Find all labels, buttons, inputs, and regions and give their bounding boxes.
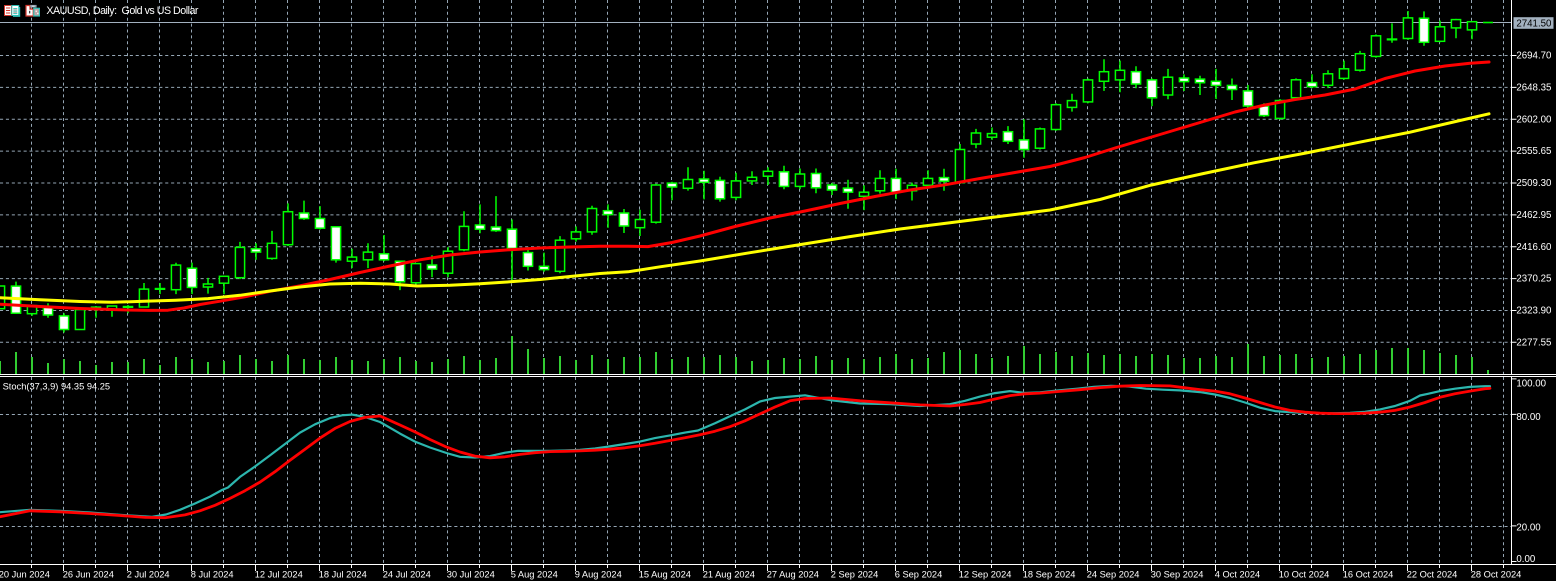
svg-text:2602.00: 2602.00	[1516, 114, 1552, 125]
svg-text:12 Jul 2024: 12 Jul 2024	[255, 569, 303, 579]
svg-text:0.00: 0.00	[1516, 554, 1535, 565]
svg-text:20.00: 20.00	[1516, 523, 1541, 534]
svg-text:16 Oct 2024: 16 Oct 2024	[1343, 569, 1394, 579]
svg-text:18 Jul 2024: 18 Jul 2024	[319, 569, 367, 579]
svg-text:2277.55: 2277.55	[1516, 337, 1551, 348]
svg-text:10 Oct 2024: 10 Oct 2024	[1279, 569, 1330, 579]
svg-text:XAUUSD, Daily: Gold vs US Dol: XAUUSD, Daily: Gold vs US Dollar	[46, 5, 199, 17]
svg-text:80.00: 80.00	[1516, 412, 1541, 423]
svg-text:2462.95: 2462.95	[1516, 210, 1551, 221]
svg-text:18 Sep 2024: 18 Sep 2024	[1023, 569, 1076, 579]
svg-text:2416.60: 2416.60	[1516, 242, 1552, 253]
svg-text:4 Oct 2024: 4 Oct 2024	[1215, 569, 1260, 579]
svg-text:24 Jul 2024: 24 Jul 2024	[383, 569, 431, 579]
svg-text:30 Sep 2024: 30 Sep 2024	[1151, 569, 1204, 579]
svg-text:26 Jun 2024: 26 Jun 2024	[63, 569, 114, 579]
svg-text:6 Sep 2024: 6 Sep 2024	[895, 569, 943, 579]
svg-text:15 Aug 2024: 15 Aug 2024	[639, 569, 691, 579]
svg-text:5 Aug 2024: 5 Aug 2024	[511, 569, 558, 579]
svg-text:2555.65: 2555.65	[1516, 146, 1551, 157]
svg-text:2370.25: 2370.25	[1516, 274, 1551, 285]
svg-text:2 Sep 2024: 2 Sep 2024	[831, 569, 879, 579]
svg-text:22 Oct 2024: 22 Oct 2024	[1407, 569, 1458, 579]
svg-text:24 Sep 2024: 24 Sep 2024	[1087, 569, 1140, 579]
svg-text:9 Aug 2024: 9 Aug 2024	[575, 569, 622, 579]
svg-text:27 Aug 2024: 27 Aug 2024	[767, 569, 819, 579]
svg-text:21 Aug 2024: 21 Aug 2024	[703, 569, 755, 579]
svg-text:2694.70: 2694.70	[1516, 51, 1552, 62]
svg-text:20 Jun 2024: 20 Jun 2024	[0, 569, 50, 579]
svg-text:2741.50: 2741.50	[1516, 18, 1552, 29]
svg-text:2 Jul 2024: 2 Jul 2024	[127, 569, 170, 579]
svg-text:8 Jul 2024: 8 Jul 2024	[191, 569, 234, 579]
svg-text:30 Jul 2024: 30 Jul 2024	[447, 569, 495, 579]
svg-text:28 Oct 2024: 28 Oct 2024	[1471, 569, 1522, 579]
svg-text:2648.35: 2648.35	[1516, 83, 1551, 94]
svg-text:100.00: 100.00	[1516, 378, 1546, 389]
svg-text:Stoch(37,3,9) 94.35 94.25: Stoch(37,3,9) 94.35 94.25	[3, 381, 111, 391]
svg-text:2323.90: 2323.90	[1516, 306, 1552, 317]
svg-text:2509.30: 2509.30	[1516, 178, 1552, 189]
svg-text:12 Sep 2024: 12 Sep 2024	[959, 569, 1012, 579]
